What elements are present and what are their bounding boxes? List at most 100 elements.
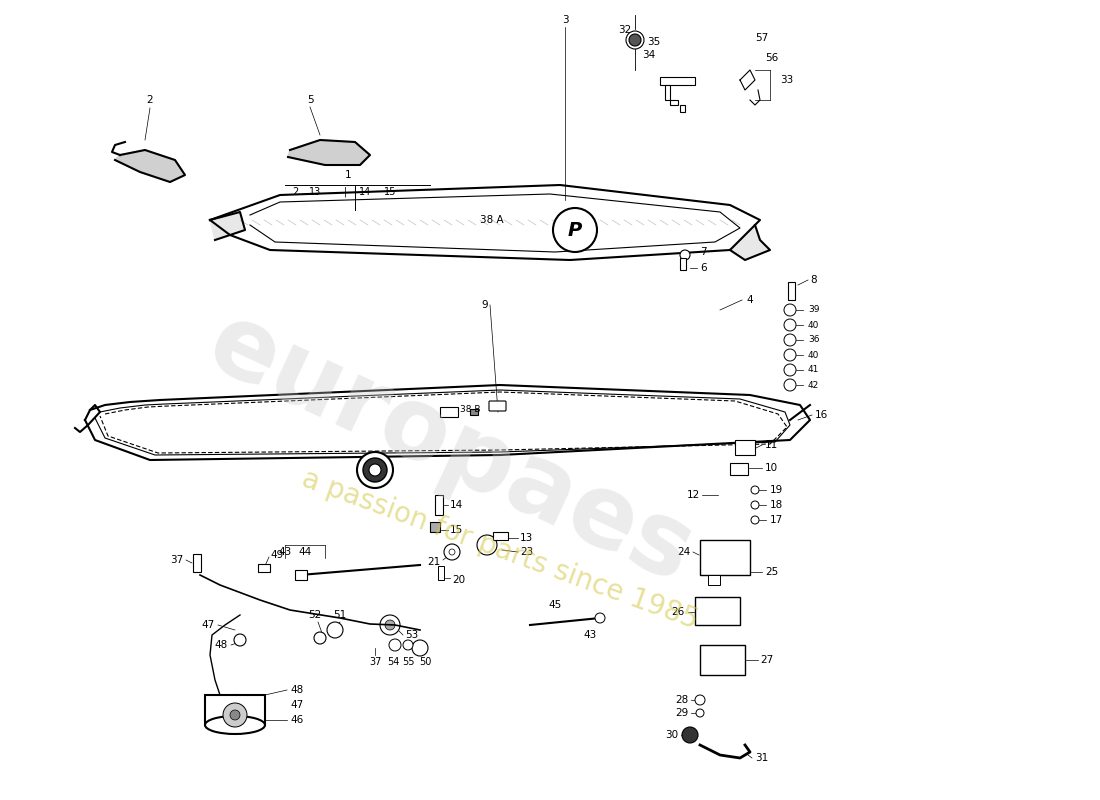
- Text: 9: 9: [482, 300, 488, 310]
- Text: 2: 2: [146, 95, 153, 105]
- Circle shape: [234, 634, 246, 646]
- Text: |: |: [343, 186, 346, 198]
- Bar: [440, 407, 458, 417]
- Text: 20: 20: [452, 575, 465, 585]
- Text: 15: 15: [450, 525, 463, 535]
- Text: 11: 11: [764, 440, 779, 450]
- Bar: [192, 554, 201, 572]
- Circle shape: [230, 710, 240, 720]
- Bar: [205, 695, 265, 725]
- Text: 25: 25: [764, 567, 779, 577]
- Circle shape: [695, 695, 705, 705]
- Text: 8: 8: [810, 275, 816, 285]
- Text: 35: 35: [647, 37, 660, 47]
- Circle shape: [412, 640, 428, 656]
- Bar: [680, 105, 685, 112]
- Bar: [700, 645, 745, 675]
- Text: 55: 55: [402, 657, 415, 667]
- Text: 15: 15: [384, 187, 396, 197]
- Circle shape: [363, 458, 387, 482]
- Text: 7: 7: [700, 247, 706, 257]
- Text: 56: 56: [764, 53, 779, 63]
- Polygon shape: [288, 140, 370, 165]
- Circle shape: [477, 535, 497, 555]
- Bar: [730, 463, 748, 475]
- Text: 37: 37: [169, 555, 183, 565]
- Text: 52: 52: [308, 610, 321, 620]
- Text: 36: 36: [808, 335, 820, 345]
- Text: 27: 27: [760, 655, 773, 665]
- Text: 34: 34: [641, 50, 654, 60]
- Text: 6: 6: [700, 263, 706, 273]
- Text: 14: 14: [450, 500, 463, 510]
- Circle shape: [358, 452, 393, 488]
- Bar: [670, 100, 678, 105]
- Text: 13: 13: [520, 533, 534, 543]
- Text: 4: 4: [747, 295, 754, 305]
- Text: 46: 46: [290, 715, 304, 725]
- Circle shape: [314, 632, 326, 644]
- Text: 48: 48: [290, 685, 304, 695]
- Circle shape: [449, 549, 455, 555]
- Circle shape: [379, 615, 400, 635]
- Text: 40: 40: [808, 350, 820, 359]
- Text: 21: 21: [427, 557, 440, 567]
- Text: 51: 51: [333, 610, 346, 620]
- Circle shape: [553, 208, 597, 252]
- Text: 32: 32: [618, 25, 631, 35]
- Circle shape: [223, 703, 248, 727]
- Bar: [666, 85, 670, 100]
- Text: 39: 39: [808, 306, 820, 314]
- Text: 37: 37: [368, 657, 382, 667]
- Text: P: P: [568, 221, 582, 239]
- Text: 38 B: 38 B: [460, 406, 481, 414]
- Polygon shape: [210, 185, 760, 260]
- Text: 3: 3: [562, 15, 569, 25]
- Circle shape: [784, 364, 796, 376]
- Text: 41: 41: [808, 366, 820, 374]
- Circle shape: [389, 639, 402, 651]
- Bar: [700, 540, 750, 575]
- Text: 10: 10: [764, 463, 778, 473]
- Text: 33: 33: [780, 75, 793, 85]
- Circle shape: [444, 544, 460, 560]
- Text: 50: 50: [419, 657, 431, 667]
- Circle shape: [629, 34, 641, 46]
- Text: 48: 48: [214, 640, 228, 650]
- Text: 14: 14: [359, 187, 371, 197]
- Text: 1: 1: [344, 170, 351, 180]
- Polygon shape: [730, 225, 770, 260]
- Text: 29: 29: [674, 708, 688, 718]
- Text: 38 A: 38 A: [480, 215, 504, 225]
- Text: 53: 53: [405, 630, 418, 640]
- Text: a passion for parts since 1985: a passion for parts since 1985: [298, 465, 702, 635]
- Text: 30: 30: [664, 730, 678, 740]
- Circle shape: [784, 379, 796, 391]
- Text: 16: 16: [815, 410, 828, 420]
- Text: 40: 40: [808, 321, 820, 330]
- Bar: [470, 409, 478, 415]
- Text: 43: 43: [583, 630, 596, 640]
- Text: 24: 24: [676, 547, 690, 557]
- Text: 26: 26: [672, 607, 685, 617]
- Bar: [735, 440, 755, 455]
- Text: 12: 12: [686, 490, 700, 500]
- Circle shape: [751, 501, 759, 509]
- Circle shape: [751, 486, 759, 494]
- Text: 45: 45: [549, 600, 562, 610]
- Text: 31: 31: [755, 753, 768, 763]
- Bar: [788, 282, 795, 300]
- Text: europaes: europaes: [192, 295, 707, 605]
- Bar: [295, 570, 307, 580]
- Bar: [695, 597, 740, 625]
- Circle shape: [696, 709, 704, 717]
- Text: 42: 42: [808, 381, 820, 390]
- Bar: [258, 564, 270, 572]
- Bar: [493, 532, 508, 540]
- Text: 28: 28: [674, 695, 688, 705]
- Bar: [660, 77, 695, 85]
- Text: 5: 5: [307, 95, 314, 105]
- Bar: [430, 522, 440, 532]
- Text: 19: 19: [770, 485, 783, 495]
- Circle shape: [784, 334, 796, 346]
